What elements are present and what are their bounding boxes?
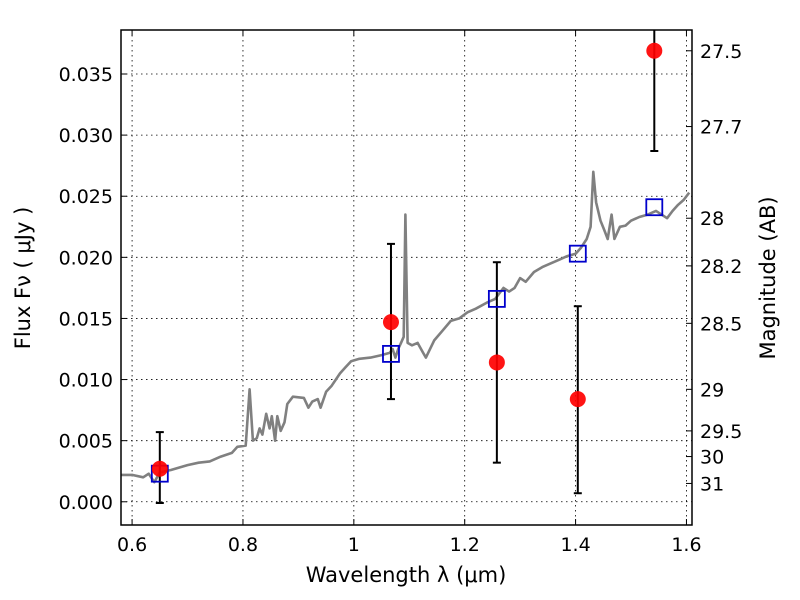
y-axis-ticks: 0.000 0.005 0.010 0.015 0.020 0.025 0.030 0.035 [59,64,127,514]
y2-tick-label: 27.5 [700,41,742,63]
data-points [151,42,663,477]
y-axis-label: Flux Fν ( μJy ) [11,207,35,350]
data-point [569,391,586,408]
y2-tick-label: 29.5 [700,421,742,443]
y2-tick-label: 29 [700,379,724,401]
y-tick-label: 0.025 [59,186,113,208]
y-tick-label: 0.000 [59,492,113,514]
y-tick-label: 0.020 [59,247,113,269]
data-point [488,354,505,371]
y-tick-label: 0.030 [59,125,113,147]
x-tick-label: 1 [348,534,360,556]
x-tick-label: 1.4 [560,534,590,556]
y-tick-label: 0.005 [59,431,113,453]
x-tick-label: 1.6 [671,534,701,556]
data-point [151,460,168,477]
y2-tick-label: 28.5 [700,313,742,335]
spectrum-line [121,170,691,484]
x-axis-ticks: 0.6 0.8 1 1.2 1.4 1.6 [117,30,702,556]
x-axis-label: Wavelength λ (μm) [306,563,507,587]
model-square [645,198,664,217]
y2-tick-label: 31 [700,473,724,495]
x-tick-label: 1.2 [450,534,480,556]
y2-axis-label: Magnitude (AB) [756,196,780,359]
spectrum-path [121,170,691,484]
model-square [487,289,506,308]
y-tick-label: 0.035 [59,64,113,86]
x-tick-label: 0.8 [228,534,258,556]
data-point [646,42,663,59]
y2-tick-label: 28.2 [700,256,742,278]
y-tick-label: 0.015 [59,308,113,330]
model-square [382,344,400,363]
y2-tick-label: 28 [700,208,724,230]
y2-tick-label: 30 [700,447,724,469]
y2-axis-ticks: 27.5 27.7 28 28.2 28.5 29 29.5 30 31 [686,41,742,495]
x-tick-label: 0.6 [117,534,147,556]
model-square [568,244,587,263]
data-point [382,314,399,331]
plot-frame [120,29,693,526]
y-tick-label: 0.010 [59,370,113,392]
y2-tick-label: 27.7 [700,117,742,139]
